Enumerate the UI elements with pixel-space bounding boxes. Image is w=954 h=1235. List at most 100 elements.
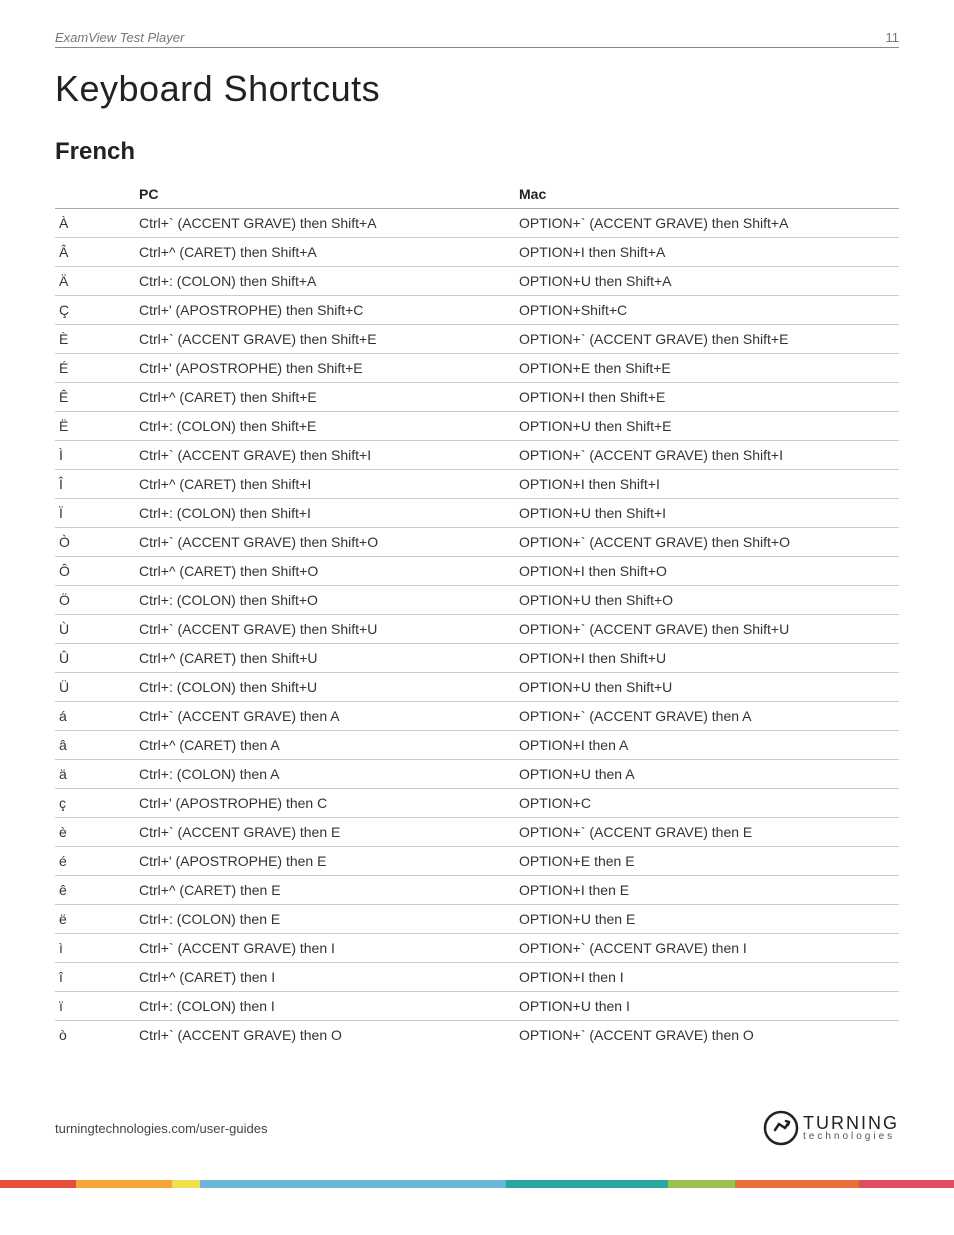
cell-mac: OPTION+U then A xyxy=(515,760,899,789)
cell-pc: Ctrl+' (APOSTROPHE) then C xyxy=(135,789,515,818)
doc-title: ExamView Test Player xyxy=(55,30,184,45)
cell-pc: Ctrl+` (ACCENT GRAVE) then I xyxy=(135,934,515,963)
cell-char: ï xyxy=(55,992,135,1021)
cell-char: ê xyxy=(55,876,135,905)
cell-pc: Ctrl+` (ACCENT GRAVE) then Shift+I xyxy=(135,441,515,470)
cell-mac: OPTION+` (ACCENT GRAVE) then Shift+O xyxy=(515,528,899,557)
cell-char: À xyxy=(55,209,135,238)
table-row: ÉCtrl+' (APOSTROPHE) then Shift+EOPTION+… xyxy=(55,354,899,383)
table-row: òCtrl+` (ACCENT GRAVE) then OOPTION+` (A… xyxy=(55,1021,899,1050)
cell-char: Ü xyxy=(55,673,135,702)
cell-mac: OPTION+U then I xyxy=(515,992,899,1021)
cell-char: Ì xyxy=(55,441,135,470)
stripe-segment xyxy=(735,1180,859,1188)
cell-pc: Ctrl+: (COLON) then Shift+A xyxy=(135,267,515,296)
logo-brand: TURNING xyxy=(803,1115,899,1131)
cell-char: á xyxy=(55,702,135,731)
cell-mac: OPTION+U then Shift+A xyxy=(515,267,899,296)
table-row: éCtrl+' (APOSTROPHE) then EOPTION+E then… xyxy=(55,847,899,876)
cell-char: Û xyxy=(55,644,135,673)
table-row: èCtrl+` (ACCENT GRAVE) then EOPTION+` (A… xyxy=(55,818,899,847)
cell-char: â xyxy=(55,731,135,760)
cell-char: Ê xyxy=(55,383,135,412)
cell-pc: Ctrl+' (APOSTROPHE) then Shift+E xyxy=(135,354,515,383)
cell-mac: OPTION+U then E xyxy=(515,905,899,934)
logo-text: TURNING technologies xyxy=(803,1115,899,1140)
stripe-segment xyxy=(172,1180,201,1188)
table-row: ÇCtrl+' (APOSTROPHE) then Shift+COPTION+… xyxy=(55,296,899,325)
cell-mac: OPTION+I then I xyxy=(515,963,899,992)
table-row: äCtrl+: (COLON) then AOPTION+U then A xyxy=(55,760,899,789)
cell-mac: OPTION+` (ACCENT GRAVE) then O xyxy=(515,1021,899,1050)
cell-pc: Ctrl+` (ACCENT GRAVE) then Shift+O xyxy=(135,528,515,557)
footer-stripe xyxy=(0,1180,954,1188)
table-row: ÔCtrl+^ (CARET) then Shift+OOPTION+I the… xyxy=(55,557,899,586)
stripe-segment xyxy=(859,1180,954,1188)
cell-char: ë xyxy=(55,905,135,934)
table-row: ÖCtrl+: (COLON) then Shift+OOPTION+U the… xyxy=(55,586,899,615)
cell-pc: Ctrl+^ (CARET) then Shift+I xyxy=(135,470,515,499)
table-row: ÏCtrl+: (COLON) then Shift+IOPTION+U the… xyxy=(55,499,899,528)
cell-pc: Ctrl+^ (CARET) then I xyxy=(135,963,515,992)
cell-mac: OPTION+I then A xyxy=(515,731,899,760)
cell-char: ç xyxy=(55,789,135,818)
cell-mac: OPTION+E then Shift+E xyxy=(515,354,899,383)
cell-char: Ç xyxy=(55,296,135,325)
cell-char: ò xyxy=(55,1021,135,1050)
cell-pc: Ctrl+: (COLON) then A xyxy=(135,760,515,789)
page-title: Keyboard Shortcuts xyxy=(55,68,899,110)
table-row: ìCtrl+` (ACCENT GRAVE) then IOPTION+` (A… xyxy=(55,934,899,963)
footer: turningtechnologies.com/user-guides TURN… xyxy=(55,1110,899,1146)
cell-pc: Ctrl+: (COLON) then E xyxy=(135,905,515,934)
cell-mac: OPTION+` (ACCENT GRAVE) then E xyxy=(515,818,899,847)
cell-char: Ï xyxy=(55,499,135,528)
cell-pc: Ctrl+' (APOSTROPHE) then E xyxy=(135,847,515,876)
footer-url: turningtechnologies.com/user-guides xyxy=(55,1121,267,1136)
cell-pc: Ctrl+: (COLON) then I xyxy=(135,992,515,1021)
table-row: ÄCtrl+: (COLON) then Shift+AOPTION+U the… xyxy=(55,267,899,296)
cell-char: Â xyxy=(55,238,135,267)
cell-pc: Ctrl+` (ACCENT GRAVE) then A xyxy=(135,702,515,731)
header-bar: ExamView Test Player 11 xyxy=(55,30,899,48)
table-row: îCtrl+^ (CARET) then IOPTION+I then I xyxy=(55,963,899,992)
stripe-segment xyxy=(76,1180,171,1188)
cell-pc: Ctrl+` (ACCENT GRAVE) then E xyxy=(135,818,515,847)
cell-char: ì xyxy=(55,934,135,963)
table-row: ÛCtrl+^ (CARET) then Shift+UOPTION+I the… xyxy=(55,644,899,673)
table-row: ËCtrl+: (COLON) then Shift+EOPTION+U the… xyxy=(55,412,899,441)
cell-char: î xyxy=(55,963,135,992)
cell-mac: OPTION+U then Shift+I xyxy=(515,499,899,528)
cell-mac: OPTION+` (ACCENT GRAVE) then Shift+U xyxy=(515,615,899,644)
table-row: ÙCtrl+` (ACCENT GRAVE) then Shift+UOPTIO… xyxy=(55,615,899,644)
stripe-segment xyxy=(200,1180,505,1188)
cell-mac: OPTION+` (ACCENT GRAVE) then Shift+I xyxy=(515,441,899,470)
table-row: êCtrl+^ (CARET) then EOPTION+I then E xyxy=(55,876,899,905)
cell-pc: Ctrl+^ (CARET) then Shift+E xyxy=(135,383,515,412)
cell-mac: OPTION+U then Shift+O xyxy=(515,586,899,615)
cell-char: Ë xyxy=(55,412,135,441)
cell-pc: Ctrl+` (ACCENT GRAVE) then O xyxy=(135,1021,515,1050)
cell-mac: OPTION+` (ACCENT GRAVE) then Shift+A xyxy=(515,209,899,238)
cell-mac: OPTION+Shift+C xyxy=(515,296,899,325)
table-row: ÒCtrl+` (ACCENT GRAVE) then Shift+OOPTIO… xyxy=(55,528,899,557)
cell-char: Ù xyxy=(55,615,135,644)
table-row: ÎCtrl+^ (CARET) then Shift+IOPTION+I the… xyxy=(55,470,899,499)
table-row: ÌCtrl+` (ACCENT GRAVE) then Shift+IOPTIO… xyxy=(55,441,899,470)
shortcuts-table: PC Mac ÀCtrl+` (ACCENT GRAVE) then Shift… xyxy=(55,180,899,1049)
table-row: áCtrl+` (ACCENT GRAVE) then AOPTION+` (A… xyxy=(55,702,899,731)
logo-icon xyxy=(763,1110,799,1146)
cell-mac: OPTION+I then Shift+A xyxy=(515,238,899,267)
logo: TURNING technologies xyxy=(763,1110,899,1146)
cell-pc: Ctrl+` (ACCENT GRAVE) then Shift+U xyxy=(135,615,515,644)
cell-mac: OPTION+I then Shift+U xyxy=(515,644,899,673)
cell-mac: OPTION+` (ACCENT GRAVE) then I xyxy=(515,934,899,963)
cell-char: Ö xyxy=(55,586,135,615)
stripe-segment xyxy=(0,1180,76,1188)
cell-mac: OPTION+C xyxy=(515,789,899,818)
cell-pc: Ctrl+: (COLON) then Shift+I xyxy=(135,499,515,528)
page: ExamView Test Player 11 Keyboard Shortcu… xyxy=(0,0,954,1180)
cell-char: é xyxy=(55,847,135,876)
cell-mac: OPTION+` (ACCENT GRAVE) then A xyxy=(515,702,899,731)
cell-char: ä xyxy=(55,760,135,789)
table-row: ëCtrl+: (COLON) then EOPTION+U then E xyxy=(55,905,899,934)
